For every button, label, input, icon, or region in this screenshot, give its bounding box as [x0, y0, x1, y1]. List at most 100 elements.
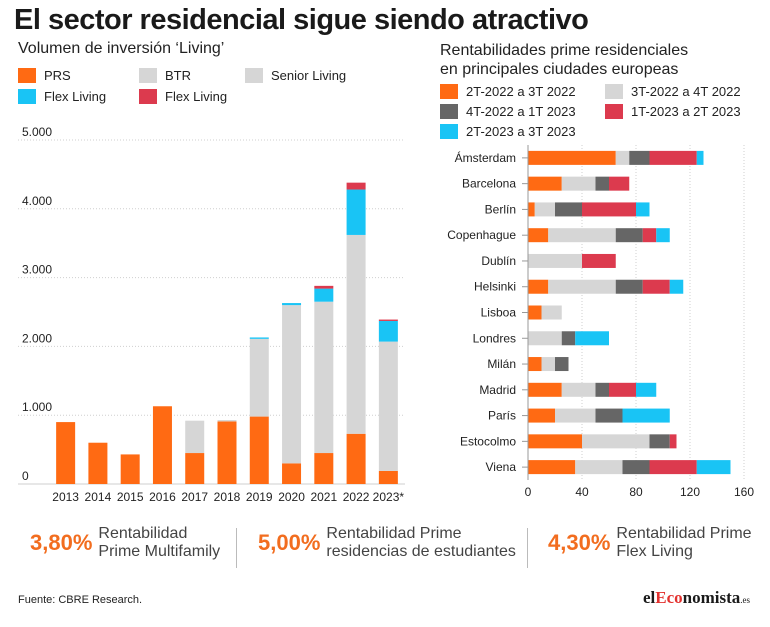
bar-segment	[528, 408, 555, 423]
kpi-label: Rentabilidad Prime Flex Living	[616, 525, 751, 561]
kpi-label-line2: Prime Multifamily	[98, 543, 221, 560]
bar-segment	[642, 279, 670, 294]
bar-segment	[249, 416, 269, 484]
x-tick-label: 2021	[310, 490, 337, 504]
bar-segment	[378, 341, 398, 471]
bar-segment	[541, 305, 562, 320]
bar-segment	[249, 337, 269, 339]
bar-segment	[528, 331, 562, 346]
x-tick-label: 2023*	[373, 490, 405, 504]
bar-segment	[378, 319, 398, 321]
bar-segment	[622, 408, 670, 423]
legend-label: Flex Living	[165, 89, 228, 104]
x-tick-label: 2018	[214, 490, 241, 504]
x-tick-label: 120	[680, 485, 700, 499]
bar-segment	[622, 460, 650, 475]
bar-segment	[561, 176, 596, 191]
bar-segment	[120, 454, 140, 484]
bar-segment	[649, 150, 697, 165]
prime-yields-chart: 0 40 80 120 160 Ámsterdam Barcelona Berlín Copen…	[447, 145, 754, 499]
bar-segment	[696, 150, 704, 165]
bar-segment	[249, 338, 269, 417]
x-tick-label: 2022	[343, 490, 370, 504]
brand-suffix: .es	[740, 595, 750, 605]
kpi-divider	[236, 528, 237, 568]
bar-segment	[282, 303, 302, 306]
legend-item-btr: BTR	[139, 68, 191, 83]
legend-swatch	[245, 68, 263, 83]
bar-segment	[346, 234, 366, 434]
y-tick-label: Estocolmo	[460, 434, 516, 448]
legend-label: PRS	[44, 68, 71, 83]
legend-label: Senior Living	[271, 68, 347, 83]
right-chart-title-line2: en principales ciudades europeas	[440, 61, 679, 78]
bar-segment	[548, 279, 616, 294]
x-tick-label: 40	[575, 485, 589, 499]
legend-label: Flex Living	[44, 89, 107, 104]
legend-swatch	[440, 124, 458, 139]
investment-volume-chart: 0 1.000 2.000 3.000 4.000 5.000 2013 2014 2015 20…	[18, 125, 405, 504]
bar-segment	[642, 228, 657, 243]
brand-logo[interactable]: elEconomista.es	[643, 588, 750, 608]
bar-segment	[534, 202, 555, 217]
x-tick-label: 2013	[52, 490, 79, 504]
bar-segment	[595, 176, 609, 191]
source-note: Fuente: CBRE Research.	[18, 594, 143, 606]
bar-segment	[528, 253, 582, 268]
x-tick-label: 2015	[117, 490, 144, 504]
brand-part3: nomista	[682, 588, 741, 607]
x-tick-label: 2020	[278, 490, 305, 504]
y-tick-label: 3.000	[22, 263, 52, 277]
y-tick-label: 5.000	[22, 125, 52, 139]
bar-segment	[669, 279, 684, 294]
bar-segment	[669, 434, 677, 449]
legend-swatch	[139, 89, 157, 104]
bar-segment	[528, 150, 616, 165]
bar-segment	[528, 460, 576, 475]
brand-part2: Eco	[655, 588, 683, 607]
legend-label: 4T-2022 a 1T 2023	[466, 104, 576, 119]
legend-item-2t2022-3t2022: 2T-2022 a 3T 2022	[440, 84, 576, 99]
legend-swatch	[18, 89, 36, 104]
legend-swatch	[18, 68, 36, 83]
bar-segment	[636, 382, 657, 397]
bar-segment	[378, 320, 398, 342]
legend-item-1t2023-2t2023: 1T-2023 a 2T 2023	[605, 104, 741, 119]
legend-label: 2T-2022 a 3T 2022	[466, 84, 576, 99]
kpi-label: Rentabilidad Prime Multifamily	[98, 525, 220, 561]
legend-swatch	[440, 104, 458, 119]
bar-segment	[346, 433, 366, 484]
y-tick-label: Ámsterdam	[455, 150, 516, 165]
legend-item-senior-living: Senior Living	[245, 68, 346, 83]
y-tick-label: 4.000	[22, 194, 52, 208]
bar-segment	[615, 150, 630, 165]
y-tick-label: París	[488, 409, 516, 423]
kpi-value: 3,80%	[30, 530, 93, 555]
y-tick-label: Viena	[486, 460, 517, 474]
legend-item-flex-living-red: Flex Living	[139, 89, 227, 104]
y-tick-label: Londres	[473, 331, 516, 345]
bar-segment	[528, 382, 562, 397]
bar-segment	[282, 463, 302, 484]
kpi-label: Rentabilidad Prime residencias de estudi…	[326, 525, 515, 561]
bar-segment	[185, 420, 205, 454]
bar-segment	[555, 357, 569, 372]
bar-segment	[152, 406, 172, 484]
bar-segment	[609, 382, 636, 397]
y-tick-label: 2.000	[22, 331, 52, 345]
legend-item-flex-living-cyan: Flex Living	[18, 89, 106, 104]
legend-item-prs: PRS	[18, 68, 71, 83]
bar-segment	[636, 202, 650, 217]
bar-segment	[615, 228, 643, 243]
bar-segment	[582, 202, 636, 217]
y-tick-label: Dublín	[481, 254, 516, 268]
legend-swatch	[605, 84, 623, 99]
kpi-multifamily: 3,80% Rentabilidad Prime Multifamily	[30, 525, 220, 561]
kpi-value: 5,00%	[258, 530, 321, 555]
bar-segment	[56, 422, 76, 484]
bar-segment	[595, 382, 609, 397]
kpi-divider	[527, 528, 528, 568]
bar-segment	[346, 189, 366, 235]
bar-segment	[582, 434, 650, 449]
bar-segment	[575, 331, 609, 346]
